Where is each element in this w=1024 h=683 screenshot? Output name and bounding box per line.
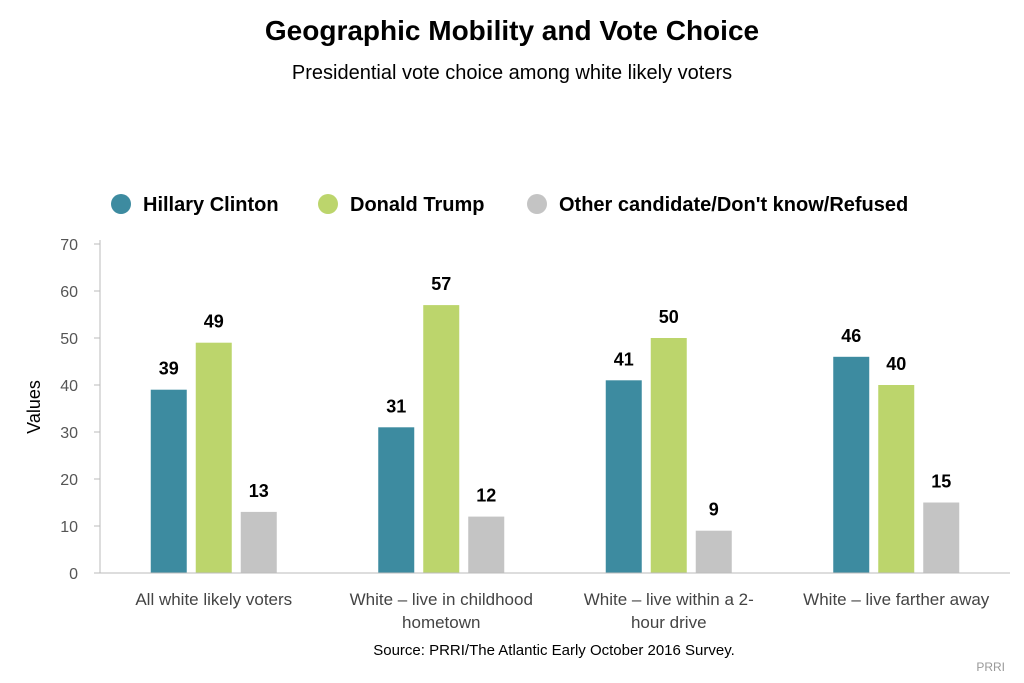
bar	[833, 356, 870, 573]
data-label: 31	[386, 396, 406, 416]
data-label: 41	[614, 349, 634, 369]
data-label: 9	[709, 500, 719, 520]
y-tick-label: 30	[60, 425, 78, 442]
bar	[423, 305, 460, 573]
bar	[650, 338, 687, 573]
data-label: 13	[249, 481, 269, 501]
x-tick-label: White – live in childhood	[350, 590, 533, 609]
legend-swatch	[527, 194, 547, 214]
y-axis: 0 10 20 30 40 50 60 70	[60, 237, 101, 583]
y-tick-label: 60	[60, 284, 78, 301]
data-label: 40	[886, 354, 906, 374]
x-tick-label: All white likely voters	[135, 590, 292, 609]
legend-label: Donald Trump	[350, 194, 484, 216]
bar	[150, 389, 187, 573]
y-tick-label: 20	[60, 472, 78, 489]
y-tick-label: 50	[60, 331, 78, 348]
legend-swatch	[111, 194, 131, 214]
bar	[695, 530, 732, 573]
x-axis: All white likely voters White – live in c…	[100, 572, 1010, 632]
legend-item: Hillary Clinton	[111, 194, 279, 216]
y-tick-label: 40	[60, 378, 78, 395]
legend-label: Hillary Clinton	[143, 194, 279, 216]
legend-label: Other candidate/Don't know/Refused	[559, 194, 908, 216]
bar	[195, 342, 232, 573]
chart-title: Geographic Mobility and Vote Choice	[265, 15, 759, 46]
legend-item: Donald Trump	[318, 194, 484, 216]
data-labels: 39 49 13 31 57 12 41 50 9 46 40 15	[159, 274, 952, 520]
source-note: Source: PRRI/The Atlantic Early October …	[373, 642, 735, 659]
chart-subtitle: Presidential vote choice among white lik…	[292, 62, 732, 84]
data-label: 57	[431, 274, 451, 294]
x-tick-label: White – live within a 2-	[584, 590, 754, 609]
bar	[378, 427, 415, 573]
bar	[240, 511, 277, 573]
x-tick-label: White – live farther away	[803, 590, 990, 609]
data-label: 46	[841, 326, 861, 346]
data-label: 15	[931, 472, 951, 492]
x-tick-label: hour drive	[631, 613, 707, 632]
legend: Hillary Clinton Donald Trump Other candida…	[111, 194, 908, 216]
bars	[150, 305, 960, 573]
data-label: 39	[159, 359, 179, 379]
y-axis-label: Values	[24, 380, 44, 434]
y-tick-label: 0	[69, 566, 78, 583]
bar	[468, 516, 505, 573]
data-label: 49	[204, 312, 224, 332]
data-label: 12	[476, 486, 496, 506]
bar	[923, 502, 960, 573]
y-tick-label: 10	[60, 519, 78, 536]
bar	[605, 380, 642, 573]
bar	[878, 385, 915, 573]
x-tick-label: hometown	[402, 613, 480, 632]
legend-item: Other candidate/Don't know/Refused	[527, 194, 908, 216]
credit-label: PRRI	[976, 660, 1005, 674]
legend-swatch	[318, 194, 338, 214]
data-label: 50	[659, 307, 679, 327]
y-tick-label: 70	[60, 237, 78, 254]
